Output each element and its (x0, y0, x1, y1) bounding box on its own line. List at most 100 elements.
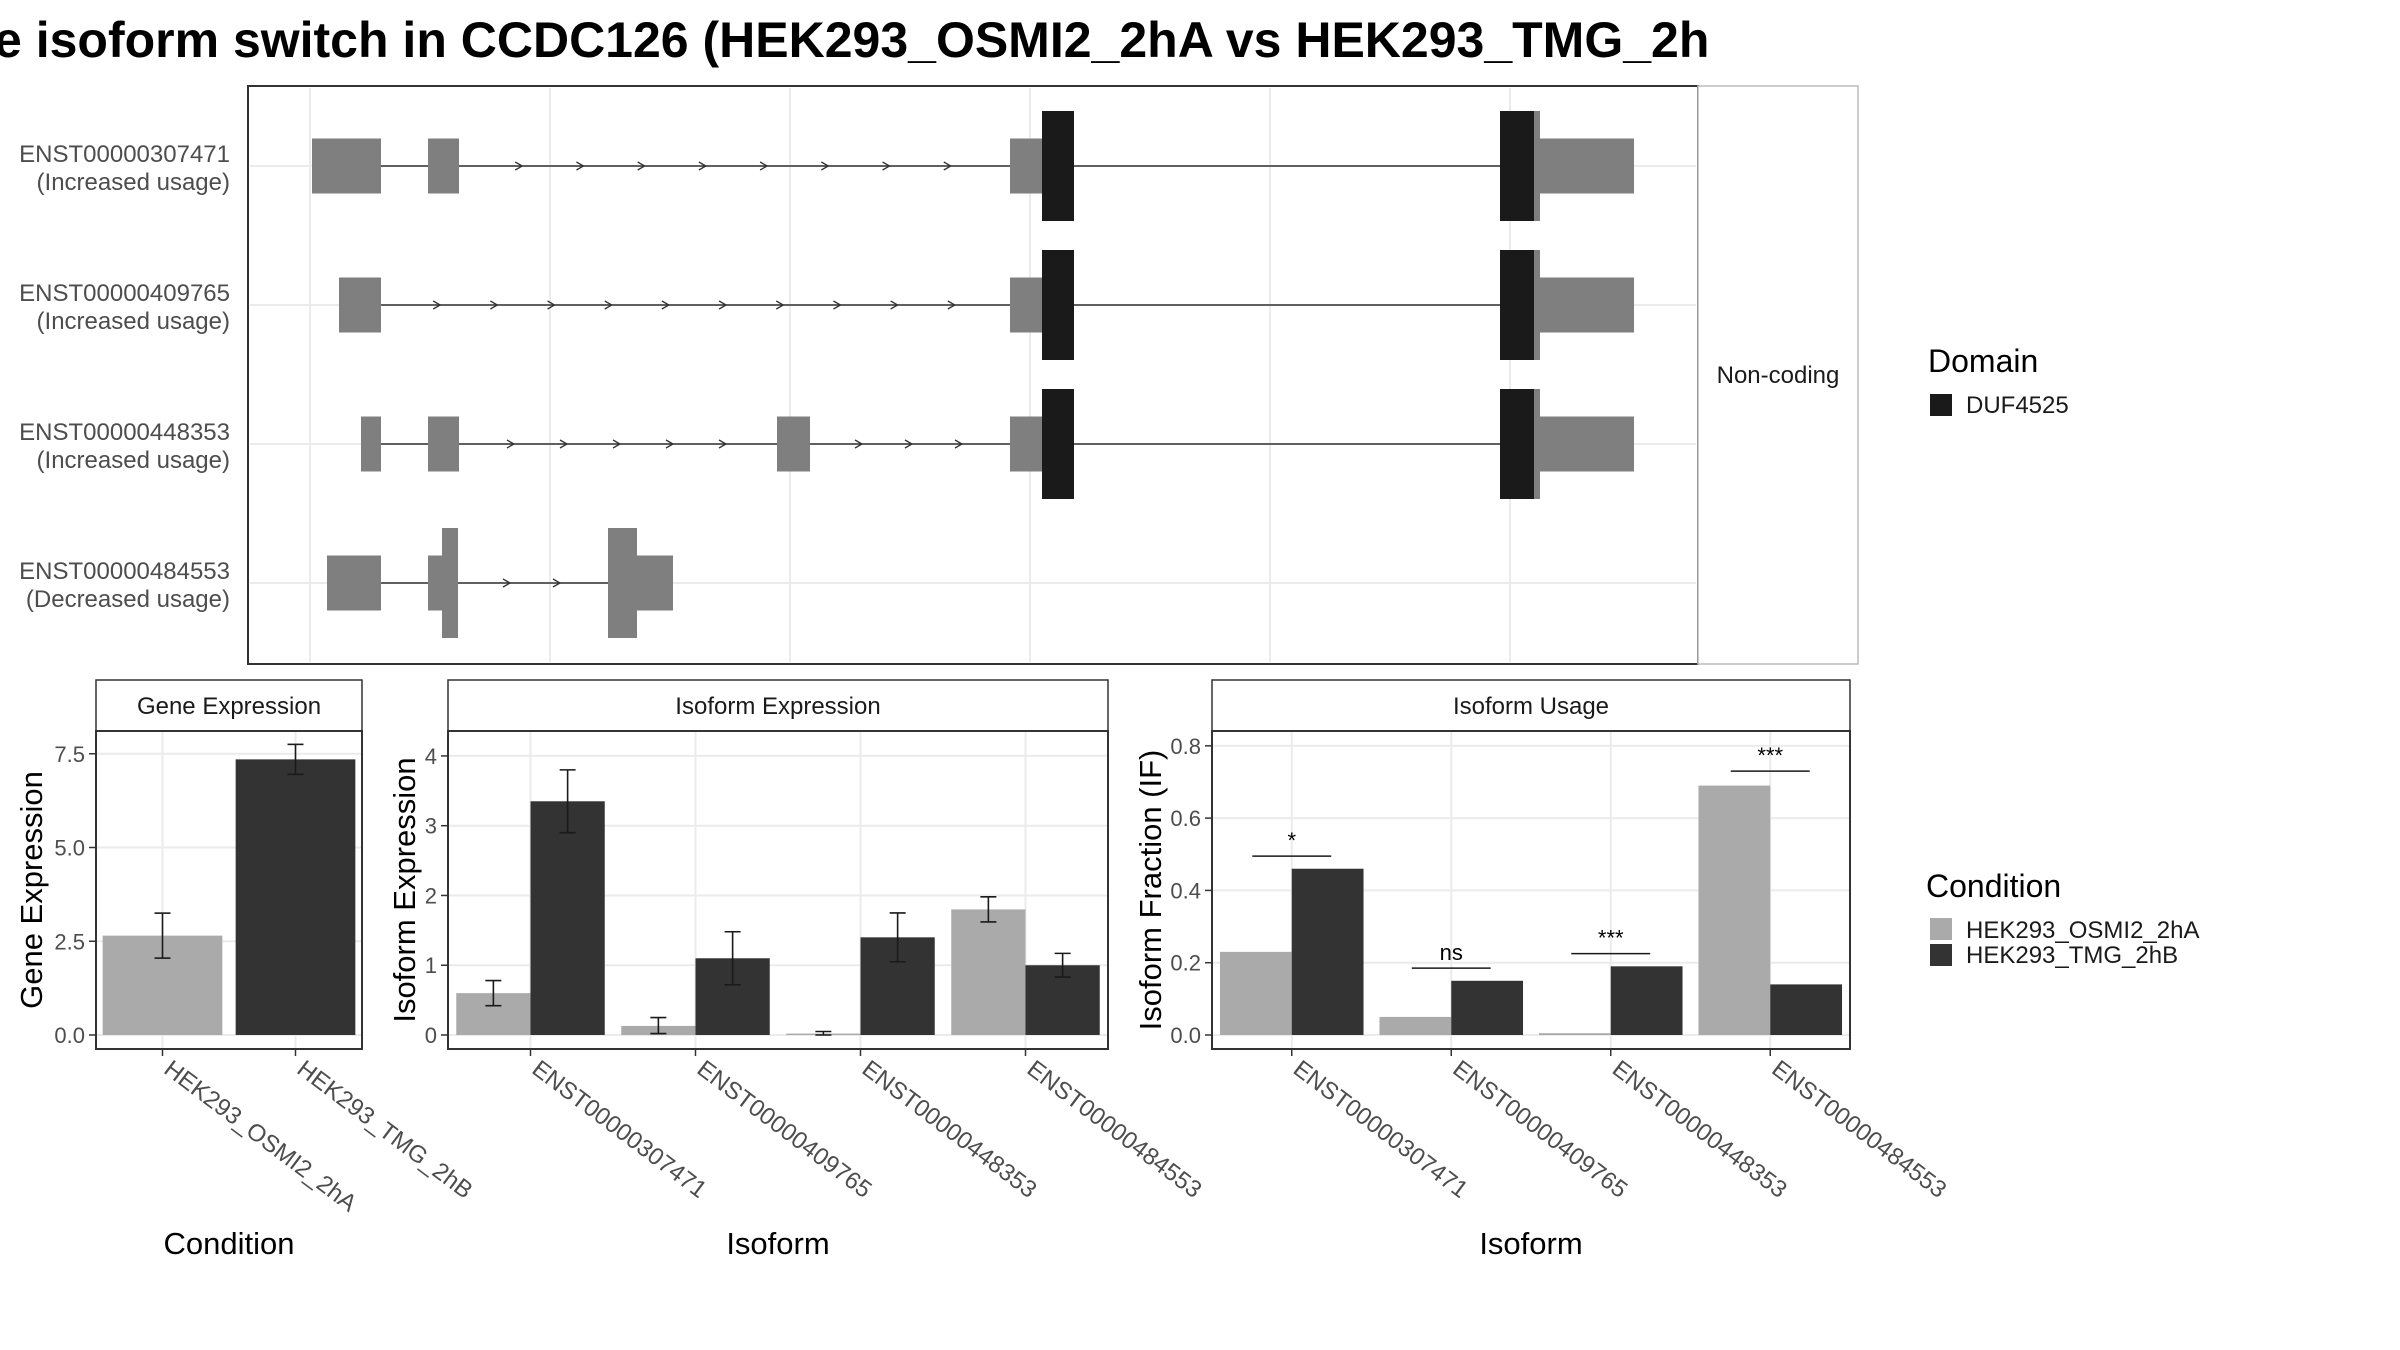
transcript-label-1-id: ENST00000307471 (19, 141, 230, 168)
bar-s2-c2 (1451, 980, 1524, 1035)
panel-title: Isoform Usage (1453, 693, 1609, 720)
transcript-structure-panel: Non-coding ENST00000307471 (Increased us… (19, 85, 1859, 665)
y-tick-label: 0.0 (54, 1023, 85, 1048)
x-axis-title: Isoform (1479, 1226, 1582, 1261)
cds-exon-t3 (1042, 389, 1074, 499)
cds-exon-t2 (1500, 250, 1534, 360)
strand-arrow (604, 300, 614, 310)
strand-arrow (661, 300, 671, 310)
transcript-models (312, 111, 1634, 638)
panel-2: Isoform Expression01234ENST00000307471EN… (387, 679, 1207, 1261)
cds-exon-t1 (1042, 111, 1074, 221)
panel-3: Isoform Usage * ns *** *** 0.0 0.2 0.4 0.6 0.8 ENS… (1133, 679, 1952, 1261)
strand-arrow (854, 439, 864, 449)
strand-arrow (552, 578, 562, 588)
cds-exon-t1 (1500, 111, 1534, 221)
x-axis-title: Condition (164, 1226, 295, 1261)
bar-s2-c1 (530, 801, 605, 1035)
panel-border (447, 730, 1109, 1050)
y-tick-label: 0.0 (1170, 1023, 1201, 1048)
x-tick-label: ENST00000307471 (527, 1055, 712, 1203)
exon-edge-t1 (1534, 111, 1540, 221)
bar-2 (235, 759, 356, 1035)
strand-arrow (954, 439, 964, 449)
x-tick-label: ENST00000484553 (1022, 1055, 1207, 1203)
utr-exon-t3 (428, 416, 459, 472)
bar-s1-c1 (1219, 951, 1292, 1035)
panel-strip (1211, 679, 1851, 732)
y-tick-label: 0.4 (1170, 878, 1201, 903)
y-tick-label: 4 (425, 744, 437, 769)
facet-strip-label: Non-coding (1717, 362, 1840, 389)
exon-edge-t2 (1534, 250, 1540, 360)
bar-s1-c2 (1379, 1016, 1452, 1035)
x-tick-label: ENST00000448353 (857, 1055, 1042, 1203)
significance-label: * (1287, 828, 1296, 853)
strand-arrow (432, 300, 442, 310)
utr-exon-t4 (327, 555, 381, 611)
utr-exon-t2 (1010, 277, 1042, 333)
strand-arrow (576, 161, 585, 171)
utr-exon-t1 (312, 138, 381, 194)
transcript-label-2-status: (Increased usage) (37, 308, 230, 335)
exon-edge-t3 (1534, 389, 1540, 499)
utr-exon-t3 (361, 416, 381, 472)
transcript-label-3-status: (Increased usage) (37, 447, 230, 474)
strand-arrow (612, 439, 622, 449)
panel-strip (447, 679, 1109, 732)
y-tick-label: 1 (425, 953, 437, 978)
condition-legend: Condition HEK293_OSMI2_2hA HEK293_TMG_2h… (1926, 868, 2199, 969)
transcript-label-1-status: (Increased usage) (37, 169, 230, 196)
strand-arrow (506, 439, 516, 449)
x-tick-label: ENST00000484553 (1767, 1055, 1952, 1203)
y-tick-label: 2.5 (54, 929, 85, 954)
exon-tall-t4 (442, 528, 458, 638)
strand-arrow (718, 300, 728, 310)
strand-arrow (502, 578, 512, 588)
y-tick-label: 0 (425, 1023, 437, 1048)
x-tick-label: ENST00000307471 (1288, 1055, 1473, 1203)
utr-exon-t1 (428, 138, 459, 194)
strand-arrow (821, 161, 830, 171)
x-tick-label: ENST00000409765 (1448, 1055, 1633, 1203)
cds-exon-t3 (1500, 389, 1534, 499)
strand-arrow (943, 161, 953, 171)
strand-arrow (490, 300, 499, 310)
y-tick-label: 7.5 (54, 742, 85, 767)
x-tick-label: ENST00000409765 (692, 1055, 877, 1203)
y-tick-label: 3 (425, 814, 437, 839)
condition-legend-swatch-2 (1930, 944, 1952, 966)
y-axis-title: Gene Expression (14, 771, 49, 1009)
condition-legend-title: Condition (1926, 868, 2061, 904)
strand-arrow (559, 439, 569, 449)
strand-arrow (833, 300, 842, 310)
bar-s2-c1 (1291, 868, 1364, 1035)
condition-legend-swatch-1 (1930, 918, 1952, 940)
condition-legend-label-1: HEK293_OSMI2_2hA (1966, 917, 2199, 944)
strand-arrow (718, 439, 728, 449)
bar-s1-c4 (951, 909, 1026, 1035)
y-tick-label: 5.0 (54, 836, 85, 861)
domain-legend-swatch (1930, 394, 1952, 416)
transcript-labels: ENST00000307471 (Increased usage) ENST00… (19, 141, 230, 613)
bar-s1-c3 (1538, 1033, 1611, 1035)
strand-arrow (882, 161, 891, 171)
exon-tall-t4 (608, 528, 637, 638)
utr-exon-t4 (637, 555, 673, 611)
structure-panel-frame (247, 85, 1699, 665)
transcript-label-4-id: ENST00000484553 (19, 558, 230, 585)
y-axis-title: Isoform Fraction (IF) (1133, 750, 1168, 1031)
panel-border (95, 730, 363, 1050)
domain-legend: Domain DUF4525 (1928, 343, 2069, 419)
domain-legend-title: Domain (1928, 343, 2038, 379)
facet-strip (1697, 85, 1859, 665)
utr-exon-t3 (777, 416, 810, 472)
strand-arrow (698, 161, 708, 171)
y-tick-label: 0.6 (1170, 806, 1201, 831)
strand-arrow (547, 300, 556, 310)
strand-arrow (665, 439, 675, 449)
panel-title: Gene Expression (137, 693, 321, 720)
utr-exon-t3 (1540, 416, 1634, 472)
cds-exon-t2 (1042, 250, 1074, 360)
